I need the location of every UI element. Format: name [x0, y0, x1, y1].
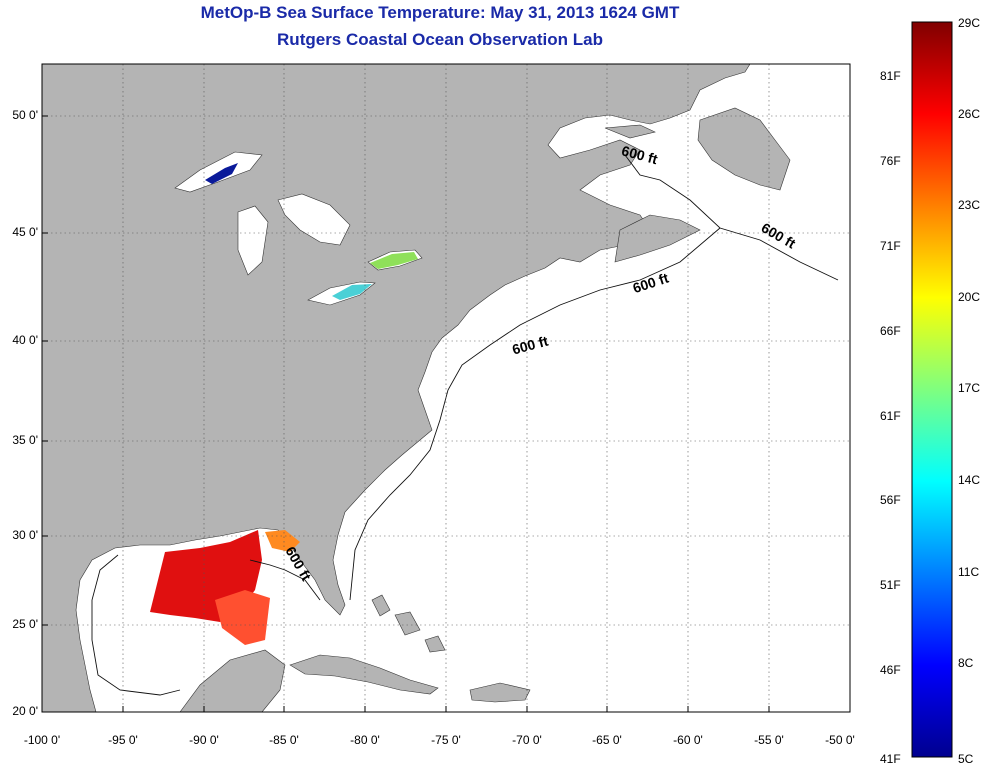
- colorbar-celsius-label: 14C: [958, 473, 981, 487]
- lon-label: -100 0': [23, 733, 61, 747]
- land-hispaniola: [469, 682, 531, 703]
- lon-label: -50 0': [825, 733, 855, 747]
- colorbar-fahrenheit-label: 51F: [880, 578, 901, 592]
- colorbar-celsius-label: 8C: [958, 656, 974, 670]
- colorbar-celsius-label: 11C: [958, 565, 980, 579]
- colorbar-celsius-label: 20C: [958, 290, 981, 304]
- colorbar-celsius-label: 17C: [958, 381, 981, 395]
- lon-label: -60 0': [673, 733, 703, 747]
- lat-label: 25 0': [12, 617, 38, 631]
- map-subtitle: Rutgers Coastal Ocean Observation Lab: [277, 30, 603, 49]
- colorbar-fahrenheit-label: 76F: [880, 154, 901, 168]
- grid: [42, 64, 850, 712]
- colorbar: [911, 21, 953, 758]
- lat-label: 45 0': [12, 225, 38, 239]
- colorbar-fahrenheit-label: 66F: [880, 324, 901, 338]
- lake-erie-sst: [332, 284, 372, 300]
- colorbar-fahrenheit-label: 41F: [880, 752, 901, 766]
- lon-label: -70 0': [512, 733, 542, 747]
- lat-label: 40 0': [12, 333, 38, 347]
- map-title: MetOp-B Sea Surface Temperature: May 31,…: [200, 3, 680, 22]
- lat-label: 30 0': [12, 528, 38, 542]
- colorbar-fahrenheit-label: 56F: [880, 493, 901, 507]
- lon-label: -95 0': [108, 733, 138, 747]
- land-anticosti: [604, 124, 656, 139]
- land-newfoundland: [697, 107, 791, 191]
- gulf-sst-patch: [150, 530, 300, 645]
- colorbar-fahrenheit-label: 71F: [880, 239, 901, 253]
- lat-label: 20 0': [12, 704, 38, 718]
- lon-label: -65 0': [592, 733, 622, 747]
- land-nova-scotia: [614, 214, 701, 263]
- colorbar-celsius-label: 26C: [958, 107, 981, 121]
- lat-label: 35 0': [12, 433, 38, 447]
- lon-label: -90 0': [189, 733, 219, 747]
- axis-ticks: [42, 115, 770, 712]
- lon-label: -85 0': [269, 733, 299, 747]
- colorbar-fahrenheit-label: 61F: [880, 409, 901, 423]
- colorbar-celsius-label: 29C: [958, 16, 981, 30]
- colorbar-fahrenheit-label: 81F: [880, 69, 901, 83]
- lon-label: -75 0': [431, 733, 461, 747]
- land-bahamas: [371, 594, 446, 653]
- colorbar-celsius-label: 23C: [958, 198, 981, 212]
- land-cuba: [289, 654, 439, 695]
- lon-label: -55 0': [754, 733, 784, 747]
- land-north-america: [42, 64, 751, 712]
- isobath-600ft: [91, 154, 839, 696]
- colorbar-fahrenheit-label: 46F: [880, 663, 901, 677]
- lon-label: -80 0': [350, 733, 380, 747]
- colorbar-celsius-label: 5C: [958, 752, 974, 766]
- lake-superior-sst: [205, 163, 238, 184]
- lake-ontario-sst: [370, 252, 418, 269]
- land-yucatan: [179, 649, 286, 712]
- lat-label: 50 0': [12, 108, 38, 122]
